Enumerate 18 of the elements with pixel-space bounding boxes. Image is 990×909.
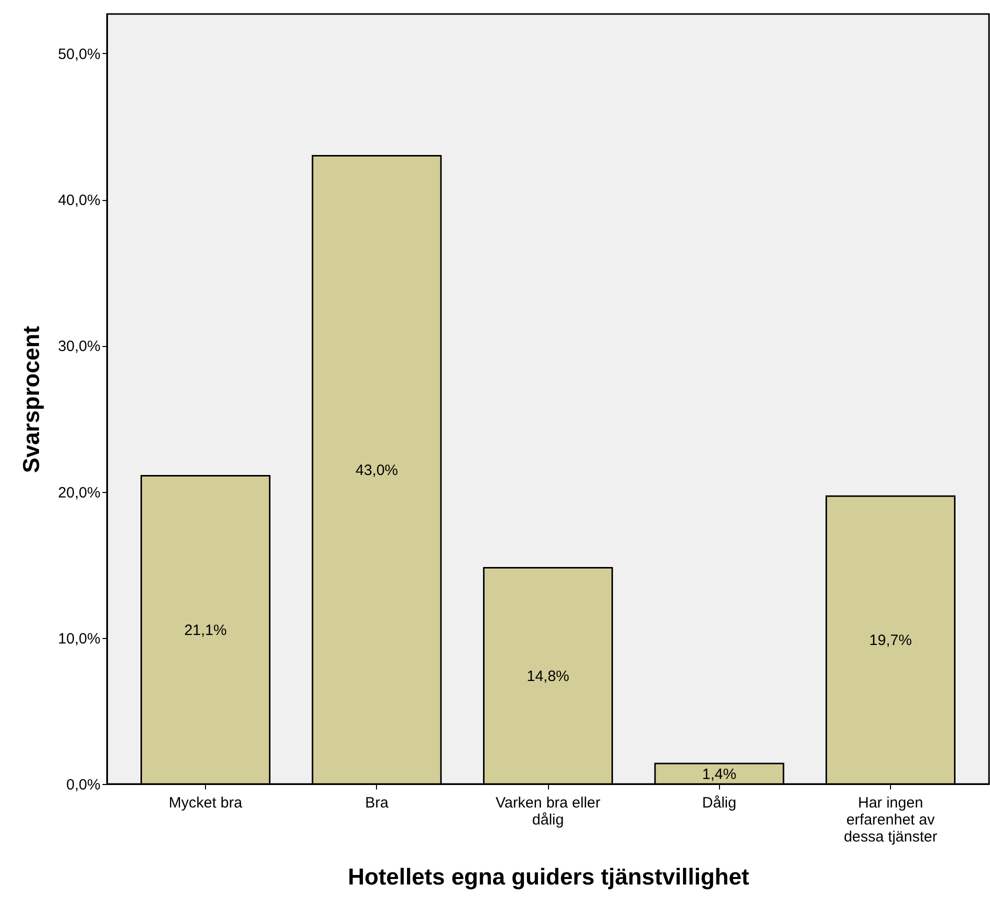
- data-label: 1,4%: [702, 766, 736, 783]
- x-tick-label: Dålig: [702, 794, 736, 812]
- x-tick-label: Mycket bra: [168, 794, 243, 812]
- data-label: 19,7%: [869, 632, 912, 650]
- x-axis-title: Hotellets egna guiders tjänstvillighet: [348, 864, 750, 890]
- x-tick-label: Bra: [365, 794, 390, 812]
- y-tick-label: 30,0%: [58, 338, 100, 356]
- y-tick-label: 20,0%: [58, 484, 100, 502]
- y-tick-label: 50,0%: [58, 46, 100, 63]
- y-tick-label: 0,0%: [66, 776, 100, 794]
- x-tick-label: Har ingen erfarenhet av dessa tjänster: [844, 794, 938, 846]
- data-label: 21,1%: [184, 622, 227, 639]
- x-tick-label: Varken bra eller dålig: [496, 794, 600, 828]
- y-tick-label: 10,0%: [58, 630, 100, 648]
- data-label: 43,0%: [355, 462, 398, 479]
- y-axis-title: Svarsprocent: [18, 326, 44, 474]
- y-tick-label: 40,0%: [58, 192, 100, 210]
- data-label: 14,8%: [526, 668, 570, 685]
